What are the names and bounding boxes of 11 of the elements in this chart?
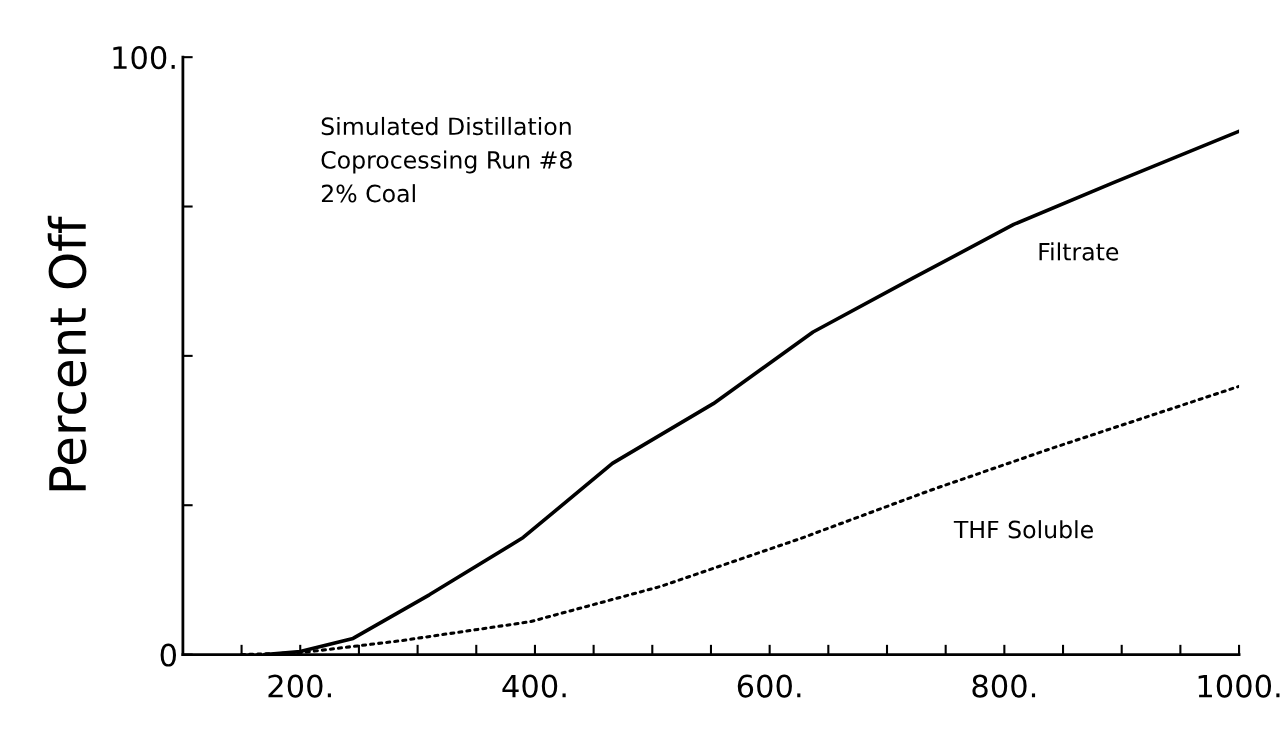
x-tick-label: 800. (972, 674, 1036, 698)
x-tick-label: 1000. (1198, 674, 1280, 698)
annotation: Simulated Distillation Coprocessing Run #8 2% Coal (321, 116, 572, 203)
y-tick-label: 0 (160, 643, 177, 667)
x-tick-label: 400. (502, 674, 566, 698)
y-axis-title: Percent Off (47, 215, 87, 491)
x-tick-label: 600. (737, 674, 801, 698)
x-tick-label: 200. (268, 674, 331, 698)
series-label: Filtrate (1039, 242, 1119, 261)
y-tick-label: 100. (113, 46, 175, 70)
series-label: THF Soluble (953, 520, 1093, 539)
